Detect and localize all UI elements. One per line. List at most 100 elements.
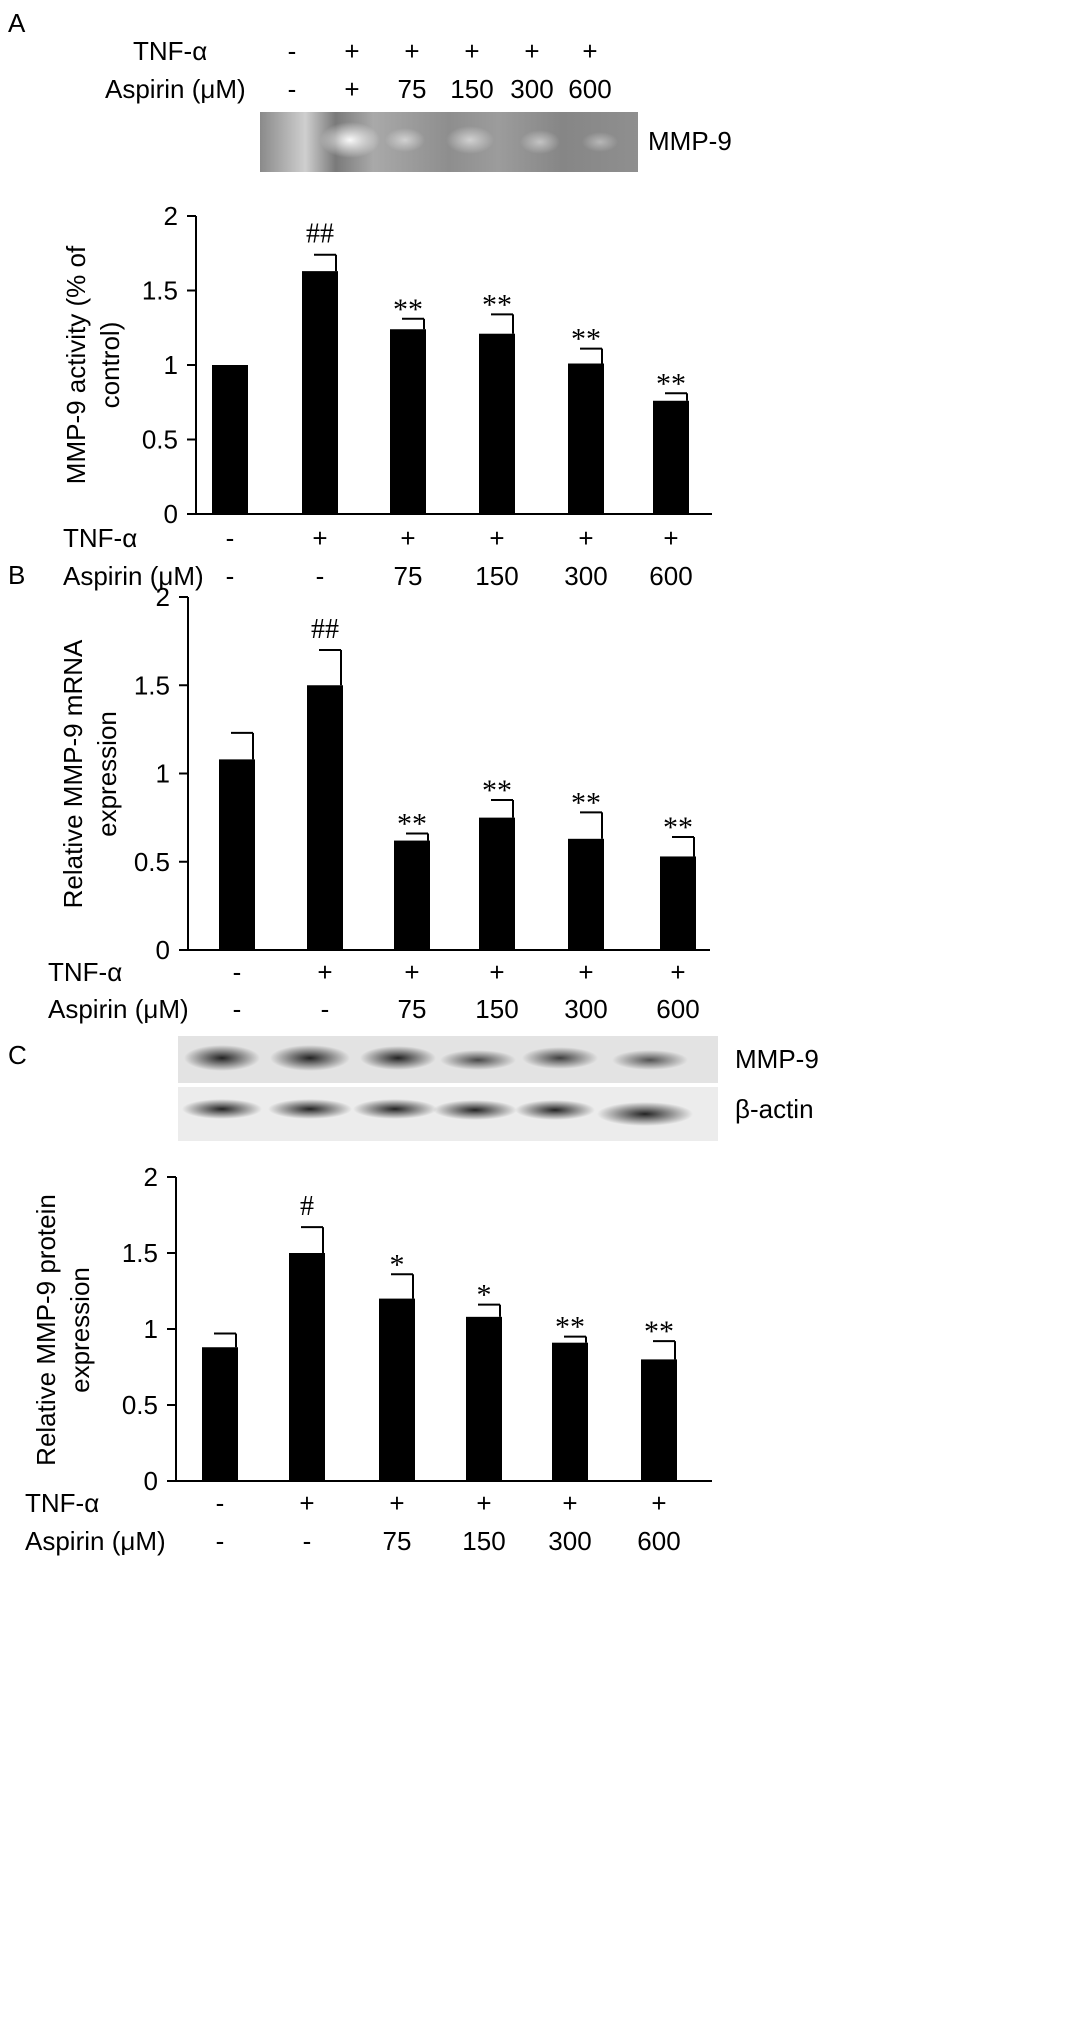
aspirin-value: 75 [383,1526,412,1556]
tnf-row-label: TNF-α [25,1488,99,1518]
tnf-value: + [651,1488,666,1518]
blot-a-aspirin-value: - [288,74,297,104]
tnf-value: + [400,523,415,553]
bar [552,1342,588,1481]
blot-a-tnf-value: - [288,36,297,66]
chart-c: 0 0.5 1 1.5 2 Relative MMP-9 protein expressio… [25,1162,712,1556]
bar [307,685,343,950]
tnf-row-label: TNF-α [63,523,137,553]
aspirin-value: 150 [462,1526,505,1556]
bar [379,1298,415,1481]
blot-a-tnf-value: + [464,36,479,66]
y-axis-title-line: expression [65,1267,95,1393]
blot-a-aspirin-value: 300 [510,74,553,104]
aspirin-value: - [303,1526,312,1556]
aspirin-value: 600 [656,994,699,1024]
aspirin-value: - [321,994,330,1024]
blot-a-aspirin-label: Aspirin (μM) [105,74,246,104]
significance-mark: ** [393,293,423,326]
y-tick-label: 1 [156,759,170,789]
tnf-value: + [663,523,678,553]
y-tick-label: 1.5 [134,670,170,700]
y-tick-label: 1 [164,350,178,380]
tnf-value: + [299,1488,314,1518]
y-tick-label: 0 [156,935,170,965]
significance-mark: ** [482,774,512,807]
significance-mark: ** [656,367,686,400]
blot-a-condition-values: - + + + + + - +75 150 300 600 [288,36,612,104]
y-tick-label: 1.5 [122,1238,158,1268]
y-axis-title: Relative MMP-9 protein expression [31,1194,95,1466]
y-tick-label: 2 [164,201,178,231]
aspirin-value: - [216,1526,225,1556]
blot-a-aspirin-value: 150 [450,74,493,104]
significance-mark: ** [663,811,693,844]
blot-a-tnf-value: + [344,36,359,66]
significance-mark: ## [311,614,339,645]
y-axis-title-line: expression [92,711,122,837]
tnf-value: + [312,523,327,553]
panel-label-a: A [8,8,26,38]
blot-a-band-label-mmp9: MMP-9 [648,126,732,156]
bar [219,759,255,950]
y-tick-label: 2 [156,582,170,612]
panel-label-b: B [8,560,25,590]
blot-c-band-label-actin: β-actin [735,1094,814,1124]
tnf-value: + [578,523,593,553]
tnf-value: + [489,523,504,553]
bar [479,817,515,950]
y-axis-title-line: MMP-9 activity (% of [61,245,91,484]
bar [479,333,515,514]
bar [466,1316,502,1481]
y-axis-title: Relative MMP-9 mRNA expression [58,639,122,908]
chart-a: 0 0.5 1 1.5 2 MMP-9 activity (% of control) ## *… [61,201,712,591]
bar [653,400,689,514]
y-tick-label: 0.5 [142,425,178,455]
aspirin-value: 300 [548,1526,591,1556]
zymogram-image [260,112,638,172]
aspirin-row-label: Aspirin (μM) [48,994,189,1024]
bar [302,271,338,514]
tnf-value: + [489,957,504,987]
bar [212,365,248,514]
significance-mark: ** [555,1311,585,1344]
blot-c-band-label-mmp9: MMP-9 [735,1044,819,1074]
significance-mark: ** [644,1315,674,1348]
chart-b: 0 0.5 1 1.5 2 Relative MMP-9 mRNA expression ##… [48,582,710,1024]
blot-a-tnf-value: + [582,36,597,66]
tnf-value: - [216,1488,225,1518]
bar [202,1347,238,1481]
aspirin-value: 150 [475,994,518,1024]
y-axis-title: MMP-9 activity (% of control) [61,245,125,484]
tnf-value: - [226,523,235,553]
y-tick-label: 0 [164,499,178,529]
tnf-value: + [389,1488,404,1518]
y-axis-title-line: control) [95,322,125,409]
aspirin-value: 150 [475,561,518,591]
bar [660,856,696,950]
y-tick-label: 0.5 [134,847,170,877]
significance-mark: ** [482,288,512,321]
significance-mark: # [300,1191,314,1222]
bar [394,840,430,950]
blot-a-tnf-value: + [524,36,539,66]
y-tick-label: 1.5 [142,276,178,306]
y-tick-label: 0.5 [122,1390,158,1420]
blot-a-aspirin-value: 600 [568,74,611,104]
western-blot-image [178,1036,718,1141]
bar [568,838,604,950]
bar [641,1359,677,1481]
y-axis-title-line: Relative MMP-9 mRNA [58,639,88,908]
blot-c-mmp9-bands [184,1045,688,1071]
significance-mark: * [390,1248,405,1281]
y-tick-label: 1 [144,1314,158,1344]
aspirin-value: - [233,994,242,1024]
aspirin-value: 600 [649,561,692,591]
bar [568,363,604,514]
panel-label-c: C [8,1040,27,1070]
bar [390,329,426,514]
tnf-row-label: TNF-α [48,957,122,987]
aspirin-value: 75 [394,561,423,591]
tnf-value: + [578,957,593,987]
